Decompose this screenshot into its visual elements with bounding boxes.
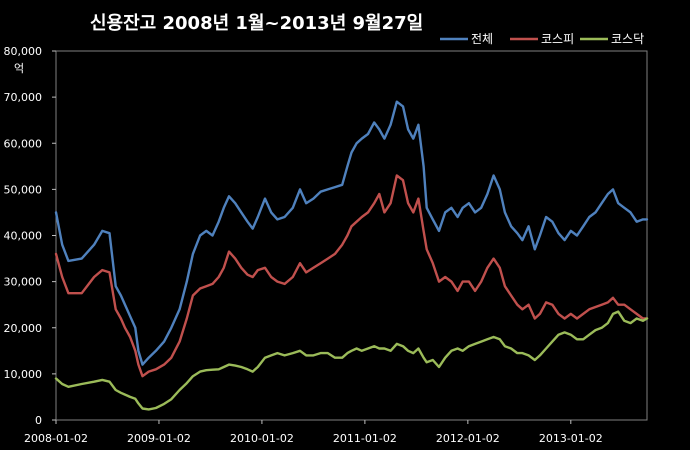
- y-tick-label: 20,000: [4, 322, 43, 335]
- plot-area: 0 10,000 20,000 30,000 40,000 50,000 60,000 70,…: [4, 45, 649, 445]
- x-tick-label: 2011-01-02: [333, 432, 397, 445]
- series-line-3: [54, 310, 649, 411]
- x-tick-label: 2009-01-02: [127, 432, 191, 445]
- y-tick-label: 30,000: [4, 276, 43, 289]
- chart-title: 신용잔고 2008년 1월~2013년 9월27일: [90, 13, 423, 34]
- y-tick-label: 10,000: [4, 368, 43, 381]
- y-tick-label: 80,000: [4, 45, 43, 58]
- x-tick-label: 2012-01-02: [436, 432, 500, 445]
- legend-label-2: 코스피: [541, 32, 574, 46]
- plot-frame: [55, 50, 648, 421]
- legend-label-1: 전체: [471, 32, 493, 46]
- y-tick-label: 0: [35, 414, 42, 427]
- y-tick-label: 40,000: [4, 230, 43, 243]
- x-tick-label: 2010-01-02: [230, 432, 294, 445]
- series-line-1: [54, 100, 649, 366]
- y-tick-label: 70,000: [4, 91, 43, 104]
- x-tick-label: 2013-01-02: [539, 432, 603, 445]
- legend-label-3: 코스닥: [611, 32, 644, 46]
- y-tick-label: 60,000: [4, 137, 43, 150]
- series-line-2: [54, 174, 649, 378]
- y-axis-unit-label: 억: [14, 62, 24, 75]
- y-tick-label: 50,000: [4, 183, 43, 196]
- x-tick-label: 2008-01-02: [24, 432, 88, 445]
- legend: 전체 코스피 코스닥: [440, 32, 644, 46]
